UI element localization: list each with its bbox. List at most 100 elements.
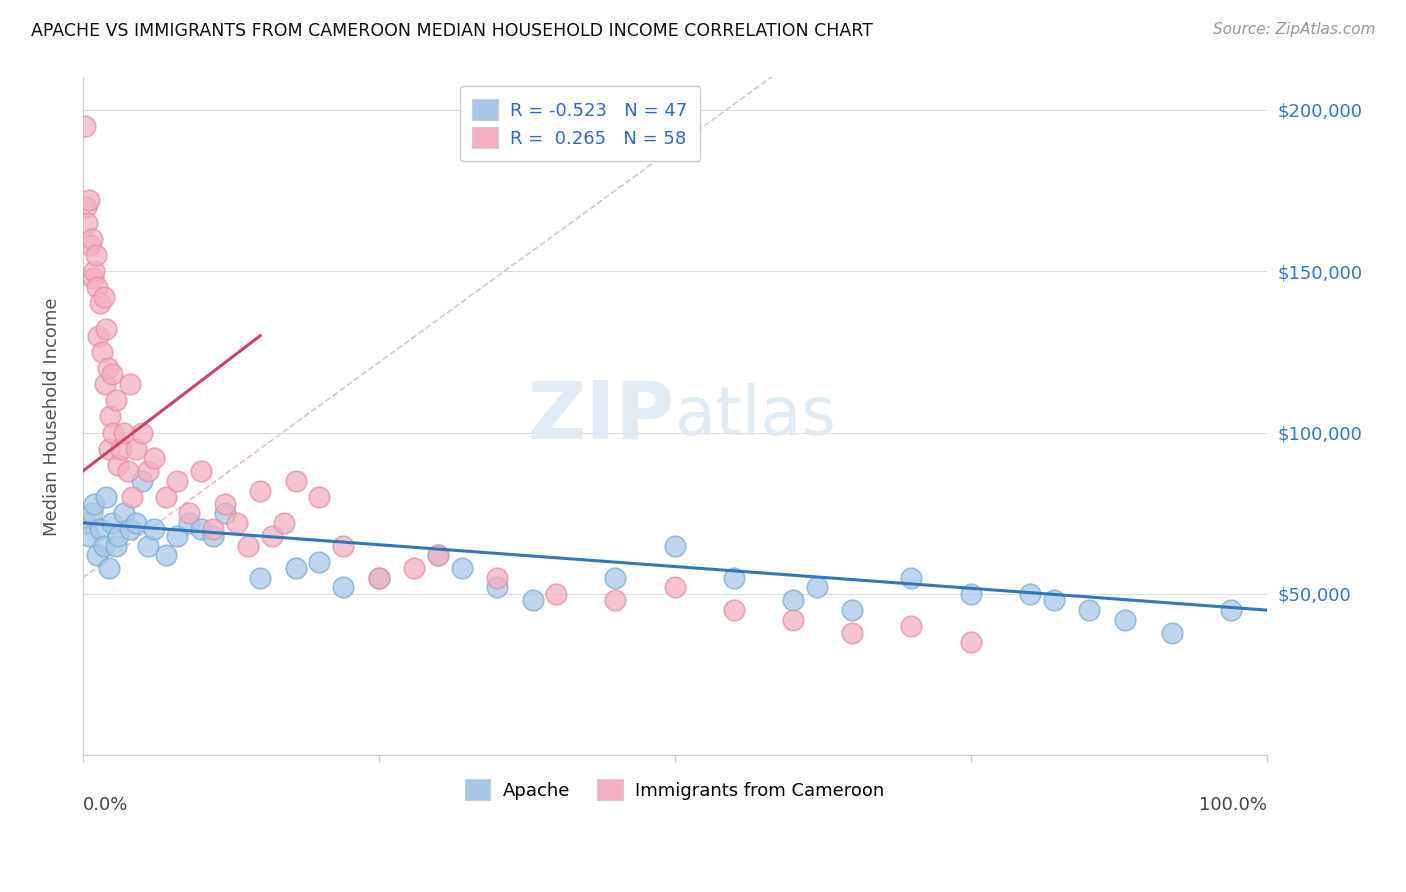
Point [1018,587,1040,601]
Point [664,539,686,553]
Point [112,425,135,440]
Point [1078,603,1101,617]
Point [82,270,104,285]
Point [486,571,509,585]
Point [190,464,212,478]
Legend: Apache, Immigrants from Cameroon: Apache, Immigrants from Cameroon [457,772,891,807]
Point [104,393,127,408]
Point [214,506,236,520]
Point [79,238,101,252]
Point [262,529,284,543]
Point [82,506,104,520]
Point [97,442,120,456]
Point [782,613,804,627]
Point [332,539,354,553]
Point [131,425,153,440]
Point [605,593,627,607]
Point [121,490,143,504]
Point [94,377,117,392]
Point [112,506,135,520]
Point [73,119,96,133]
Point [664,581,686,595]
Point [900,619,922,633]
Point [118,522,141,536]
Point [723,603,745,617]
Point [136,539,159,553]
Point [308,490,330,504]
Point [97,561,120,575]
Point [426,548,449,562]
Point [284,474,307,488]
Point [98,409,121,424]
Point [1220,603,1243,617]
Point [284,561,307,575]
Point [179,506,201,520]
Point [82,232,104,246]
Point [142,522,165,536]
Point [404,561,426,575]
Point [96,490,118,504]
Point [87,328,110,343]
Point [166,529,188,543]
Point [190,522,212,536]
Point [238,539,260,553]
Point [605,571,627,585]
Point [103,425,125,440]
Point [723,571,745,585]
Point [104,539,127,553]
Point [89,296,111,310]
Point [249,571,271,585]
Point [101,368,124,382]
Point [201,522,224,536]
Point [179,516,201,530]
Point [332,581,354,595]
Point [75,200,97,214]
Point [522,593,544,607]
Text: atlas: atlas [675,384,835,450]
Point [96,322,118,336]
Point [155,490,177,504]
Point [249,483,271,498]
Point [959,587,981,601]
Point [76,216,98,230]
Point [900,571,922,585]
Point [83,497,105,511]
Point [486,581,509,595]
Point [225,516,247,530]
Point [107,458,129,472]
Point [125,516,148,530]
Point [546,587,568,601]
Point [89,522,111,536]
Text: 100.0%: 100.0% [1199,796,1267,814]
Point [77,193,100,207]
Point [75,516,97,530]
Point [86,548,108,562]
Text: 0.0%: 0.0% [83,796,128,814]
Point [83,264,105,278]
Point [118,377,141,392]
Point [90,344,112,359]
Point [426,548,449,562]
Point [782,593,804,607]
Point [117,464,139,478]
Point [450,561,472,575]
Point [806,581,828,595]
Point [1114,613,1136,627]
Point [101,516,124,530]
Y-axis label: Median Household Income: Median Household Income [44,297,60,535]
Text: APACHE VS IMMIGRANTS FROM CAMEROON MEDIAN HOUSEHOLD INCOME CORRELATION CHART: APACHE VS IMMIGRANTS FROM CAMEROON MEDIA… [31,22,873,40]
Point [84,248,107,262]
Point [155,548,177,562]
Point [93,290,115,304]
Point [273,516,295,530]
Point [86,280,108,294]
Point [142,451,165,466]
Point [1161,625,1184,640]
Point [367,571,389,585]
Point [841,603,863,617]
Point [367,571,389,585]
Point [107,529,129,543]
Point [959,635,981,649]
Point [214,497,236,511]
Point [96,361,118,376]
